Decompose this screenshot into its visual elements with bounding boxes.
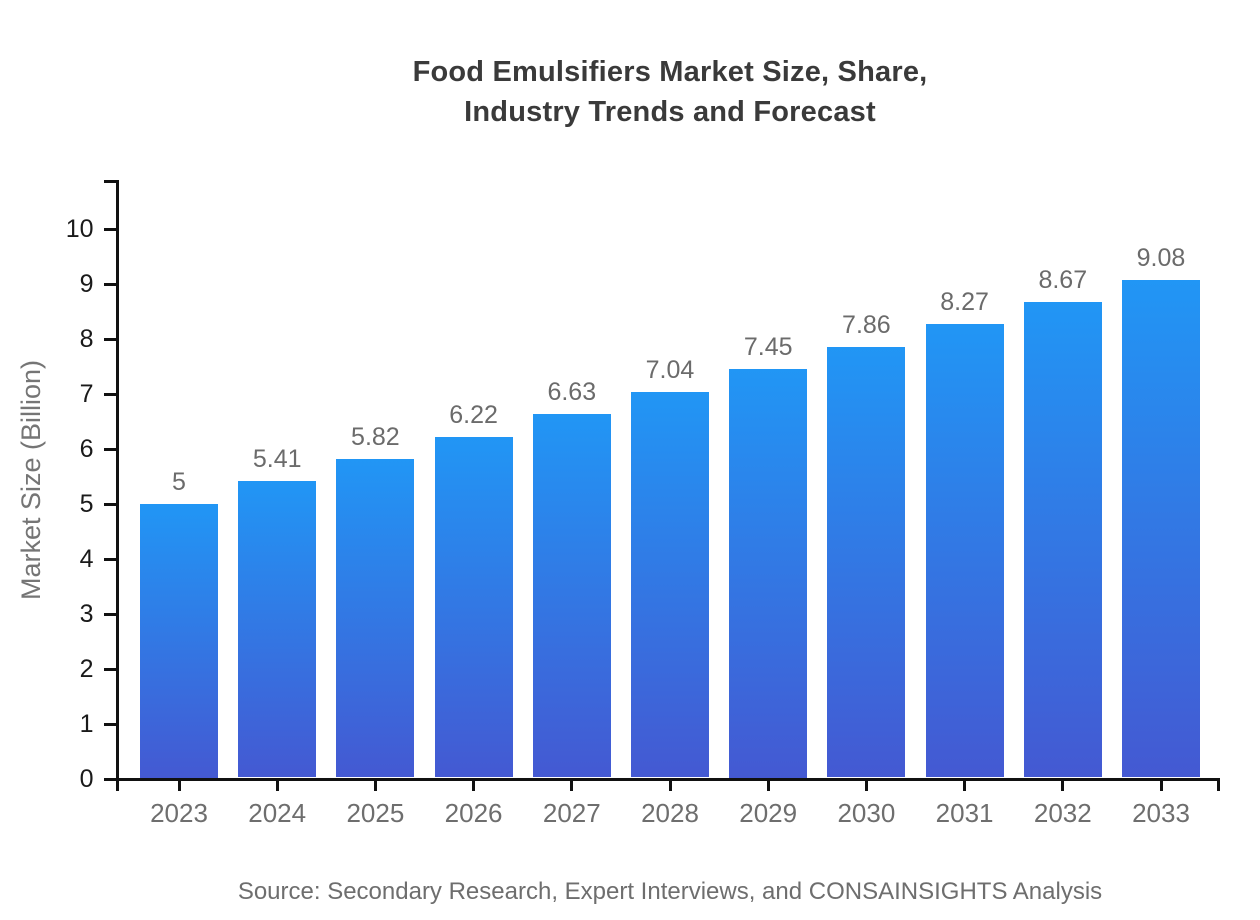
x-axis-end-cap	[1217, 779, 1220, 791]
bar-value-label: 7.04	[645, 355, 695, 384]
y-tick-label: 2	[79, 655, 94, 683]
x-tick-label: 2023	[150, 798, 208, 828]
y-tick-label: 4	[79, 545, 94, 573]
bar-value-label: 7.86	[842, 310, 891, 339]
bar-value-label: 5	[172, 468, 186, 496]
bar	[827, 346, 906, 778]
bar	[925, 324, 1004, 778]
x-tick-label: 2028	[641, 798, 699, 828]
bar-value-label: 5.82	[351, 422, 400, 451]
y-tick-label: 9	[79, 270, 94, 298]
x-tick-label: 2031	[935, 798, 994, 828]
bar	[532, 414, 611, 778]
x-tick-label: 2024	[248, 798, 307, 828]
x-tick	[1061, 779, 1065, 791]
x-tick-label: 2033	[1132, 798, 1190, 828]
y-tick	[103, 337, 116, 341]
y-axis-end-cap	[103, 180, 116, 183]
x-tick	[668, 779, 672, 791]
x-tick	[275, 779, 279, 791]
y-tick	[103, 447, 116, 451]
y-tick-label: 10	[65, 215, 94, 243]
y-tick	[103, 777, 116, 781]
bar	[434, 436, 513, 778]
y-tick-label: 5	[79, 490, 94, 518]
bar	[631, 391, 709, 778]
x-tick	[570, 779, 574, 791]
y-tick	[103, 722, 116, 726]
y-tick	[103, 502, 116, 506]
x-axis-line	[103, 777, 1220, 781]
x-tick-label: 2030	[837, 798, 896, 828]
bar-value-label: 8.27	[940, 288, 989, 317]
x-tick	[472, 779, 476, 791]
x-tick-label: 2027	[542, 798, 601, 828]
bar-value-label: 6.63	[547, 378, 597, 407]
y-tick	[103, 282, 116, 286]
x-tick	[963, 779, 967, 791]
y-tick	[103, 227, 116, 231]
y-tick-label: 7	[79, 380, 94, 408]
x-tick	[864, 779, 868, 791]
bar-value-label: 6.22	[449, 400, 498, 429]
x-tick-label: 2025	[346, 798, 405, 828]
x-tick-label: 2029	[739, 798, 798, 828]
x-tick	[373, 779, 377, 791]
y-tick-label: 8	[79, 325, 94, 353]
chart-title-line-1: Food Emulsifiers Market Size, Share,	[412, 56, 928, 88]
bar	[140, 504, 218, 778]
bar-value-label: 8.67	[1038, 266, 1088, 295]
x-tick	[1159, 779, 1163, 791]
chart-title-line-2: Industry Trends and Forecast	[464, 96, 876, 128]
bar-value-label: 9.08	[1136, 243, 1186, 272]
bar	[1122, 279, 1200, 778]
bar	[1023, 302, 1102, 778]
y-tick-label: 3	[79, 600, 94, 628]
y-tick-label: 1	[79, 710, 94, 738]
y-tick	[103, 612, 116, 616]
y-tick	[103, 557, 116, 561]
y-tick	[103, 392, 116, 396]
chart-title: Food Emulsifiers Market Size, Share, Ind…	[78, 52, 1260, 132]
y-tick-label: 6	[79, 435, 94, 463]
y-tick	[103, 667, 116, 671]
bar	[238, 481, 317, 778]
x-tick-label: 2026	[444, 798, 503, 828]
bar	[336, 458, 415, 778]
y-axis-line	[115, 180, 119, 791]
x-tick	[177, 779, 181, 791]
y-tick-label: 0	[79, 765, 94, 793]
bar-value-label: 5.41	[252, 445, 302, 474]
bar-value-label: 7.45	[743, 333, 793, 362]
x-tick	[766, 779, 770, 791]
bar	[729, 369, 808, 778]
x-tick-label: 2032	[1033, 798, 1092, 828]
source-attribution: Source: Secondary Research, Expert Inter…	[237, 878, 1103, 905]
